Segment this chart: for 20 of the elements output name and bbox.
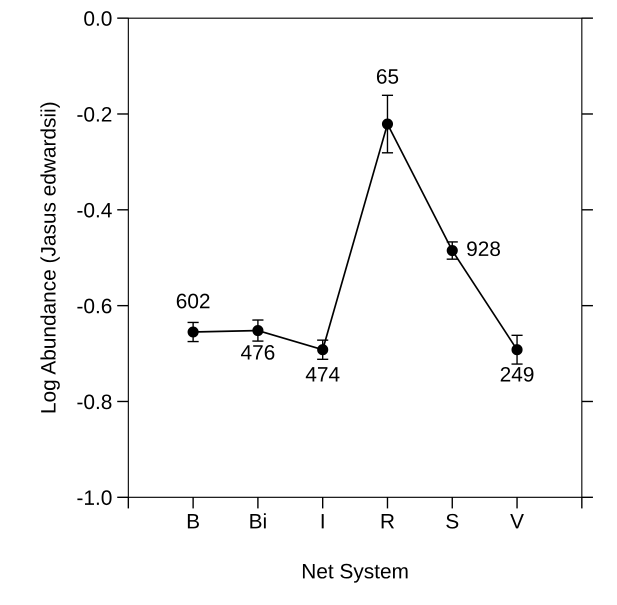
annotation: 476: [241, 345, 274, 360]
x-tick-label: R: [382, 514, 394, 528]
annotation: 602: [176, 294, 210, 308]
x-tick-label: Bi: [250, 513, 266, 528]
annotation: 249: [500, 366, 534, 382]
y-tick-label: -1.0: [77, 490, 112, 506]
x-tick-label: B: [188, 514, 199, 528]
x-tick-label: V: [510, 514, 524, 528]
y-tick-label: 0.0: [84, 11, 112, 26]
y-tick-label: -0.6: [77, 298, 112, 314]
x-tick-label: I: [322, 514, 324, 528]
x-tick-label: S: [446, 514, 458, 529]
annotation: 474: [306, 367, 340, 382]
annotation: 928: [467, 241, 500, 256]
y-tick-label: -0.8: [77, 394, 112, 410]
x-axis-title: Net System: [302, 564, 408, 583]
y-axis-title: Log Abundance (Jasus edwardsii): [40, 102, 60, 412]
y-tick-label: -0.4: [77, 202, 112, 218]
annotation: 65: [376, 69, 398, 84]
y-tick-label: -0.2: [77, 106, 112, 122]
